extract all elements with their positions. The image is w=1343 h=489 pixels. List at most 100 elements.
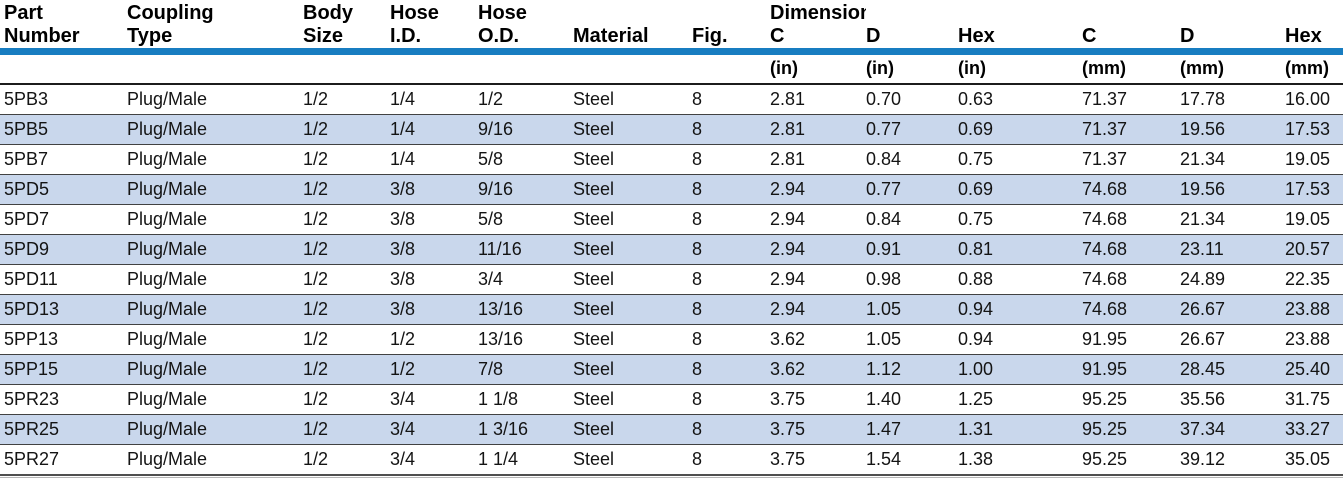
- cell-c-in: 3.75: [770, 444, 866, 476]
- cell-hose-od: 1 1/8: [478, 384, 573, 415]
- cell-part-number: 5PB7: [0, 144, 127, 175]
- cell-hex-mm: 33.27: [1285, 414, 1343, 445]
- cell-d-mm: 19.56: [1180, 114, 1285, 145]
- cell-hex-mm: 31.75: [1285, 384, 1343, 415]
- cell-hex-in: 0.63: [958, 89, 994, 109]
- cell-hex-mm: 16.00: [1285, 89, 1331, 109]
- cell-coupling-type: Plug/Male: [127, 234, 303, 265]
- column-header-material-line1: [573, 0, 692, 24]
- cell-body-size: 1/2: [303, 144, 390, 175]
- table-row: 5PB3 Plug/Male 1/2 1/4 1/2 Steel 8 2.81 0.70 0.63…: [0, 84, 1343, 115]
- cell-fig: 8: [692, 234, 770, 265]
- cell-hex-in: 0.81: [958, 234, 1082, 265]
- cell-hex-mm: 19.05: [1285, 204, 1343, 235]
- cell-part-number: 5PR27: [0, 444, 127, 476]
- cell-d-mm: 24.89: [1180, 264, 1285, 295]
- cell-c-mm: 74.68: [1082, 264, 1180, 295]
- cell-fig: 8: [692, 384, 770, 415]
- cell-coupling-type: Plug/Male: [127, 114, 303, 145]
- table-row: 5PD11 Plug/Male 1/2 3/8 3/4 Steel 8 2.94 0.98 0.8…: [0, 264, 1343, 295]
- cell-d-mm: 37.34: [1180, 414, 1285, 445]
- cell-d-mm: 21.34: [1180, 204, 1285, 235]
- cell-hex-in: 1.25: [958, 384, 1082, 415]
- cell-d-in: 0.84: [866, 204, 958, 235]
- column-header-c-mm-line2: C: [1082, 24, 1180, 55]
- cell-c-in: 3.75: [770, 384, 866, 415]
- catalog-page: PartCouplingBodyHoseHoseDimensionsNumber…: [0, 0, 1343, 478]
- cell-body-size: 1/2: [303, 444, 390, 476]
- cell-material: Steel: [573, 89, 615, 109]
- cell-hose-id: 1/2: [390, 324, 478, 355]
- cell-hex-mm: 25.40: [1285, 354, 1343, 385]
- cell-hex-in: 0.88: [958, 264, 1082, 295]
- cell-coupling-type: Plug/Male: [127, 324, 303, 355]
- cell-c-in: 3.75: [770, 414, 866, 445]
- cell-hex-mm: 20.57: [1285, 234, 1343, 265]
- cell-part-number: 5PR23: [0, 384, 127, 415]
- cell-d-in: 0.91: [866, 234, 958, 265]
- cell-coupling-type: Plug/Male: [127, 444, 303, 476]
- cell-body-size: 1/2: [303, 294, 390, 325]
- cell-d-mm: 35.56: [1180, 384, 1285, 415]
- cell-c-in: 2.81: [770, 89, 806, 109]
- cell-hex-in: 0.75: [958, 144, 1082, 175]
- cell-hose-od: 13/16: [478, 294, 573, 325]
- cell-part-number: 5PD5: [0, 174, 127, 205]
- column-header-material-line2: Material: [573, 24, 692, 55]
- cell-body-size: 1/2: [303, 414, 390, 445]
- cell-c-mm: 95.25: [1082, 414, 1180, 445]
- cell-material: Steel: [573, 144, 692, 175]
- cell-c-mm: 95.25: [1082, 384, 1180, 415]
- cell-part-number: 5PB3: [4, 89, 49, 109]
- cell-part-number: 5PP13: [0, 324, 127, 355]
- cell-coupling-type: Plug/Male: [127, 354, 303, 385]
- column-header-fig-unit: [692, 51, 770, 85]
- cell-c-mm: 95.25: [1082, 444, 1180, 476]
- cell-c-mm: 74.68: [1082, 174, 1180, 205]
- cell-fig: 8: [692, 414, 770, 445]
- column-header-hose-od-line1: Hose: [478, 2, 527, 24]
- column-header-part-number-unit: [0, 51, 127, 85]
- cell-coupling-type: Plug/Male: [127, 144, 303, 175]
- column-header-hose-od-unit: [478, 51, 573, 85]
- cell-d-mm: 17.78: [1180, 89, 1226, 109]
- cell-fig: 8: [692, 354, 770, 385]
- cell-fig: 8: [692, 174, 770, 205]
- cell-fig: 8: [692, 204, 770, 235]
- cell-hose-od: 7/8: [478, 354, 573, 385]
- table-row: 5PP15 Plug/Male 1/2 1/2 7/8 Steel 8 3.62 1.12 1.0…: [0, 354, 1343, 385]
- column-header-material-unit: [573, 51, 692, 85]
- table-row: 5PD13 Plug/Male 1/2 3/8 13/16 Steel 8 2.94 1.05 0…: [0, 294, 1343, 325]
- cell-material: Steel: [573, 234, 692, 265]
- column-header-fig-line2: Fig.: [692, 24, 770, 55]
- column-header-hex-in-unit: (in): [958, 51, 1082, 85]
- cell-hose-id: 3/8: [390, 294, 478, 325]
- cell-fig: 8: [692, 144, 770, 175]
- column-header-hex-in-line1: [958, 0, 1082, 24]
- cell-d-in: 0.70: [866, 89, 902, 109]
- column-header-hose-id-line2: I.D.: [390, 24, 478, 55]
- header-row-line2: Number Type Size I.D. O.D. Material Fig. C D Hex C…: [0, 24, 1343, 55]
- cell-hose-id: 3/8: [390, 174, 478, 205]
- table-row: 5PD9 Plug/Male 1/2 3/8 11/16 Steel 8 2.94 0.91 0.…: [0, 234, 1343, 265]
- cell-body-size: 1/2: [303, 204, 390, 235]
- cell-coupling-type: Plug/Male: [127, 264, 303, 295]
- cell-c-mm: 71.37: [1082, 114, 1180, 145]
- column-header-coupling-type-line2: Type: [127, 24, 303, 55]
- column-header-hex-mm-unit: (mm): [1285, 51, 1343, 85]
- cell-body-size: 1/2: [303, 384, 390, 415]
- cell-hose-od: 9/16: [478, 114, 573, 145]
- cell-coupling-type: Plug/Male: [127, 89, 208, 109]
- cell-hex-in: 0.75: [958, 204, 1082, 235]
- cell-c-in: 2.94: [770, 294, 866, 325]
- cell-hose-od: 11/16: [478, 234, 573, 265]
- cell-hex-mm: 17.53: [1285, 174, 1343, 205]
- cell-hex-in: 0.69: [958, 174, 1082, 205]
- cell-fig: 8: [692, 89, 703, 109]
- cell-c-mm: 74.68: [1082, 204, 1180, 235]
- cell-c-mm: 71.37: [1082, 89, 1128, 109]
- parts-dimensions-table: PartCouplingBodyHoseHoseDimensionsNumber…: [0, 0, 1343, 476]
- cell-body-size: 1/2: [303, 264, 390, 295]
- dimensions-group-label: Dimensions: [770, 2, 866, 24]
- column-header-d-in-unit: (in): [866, 51, 958, 85]
